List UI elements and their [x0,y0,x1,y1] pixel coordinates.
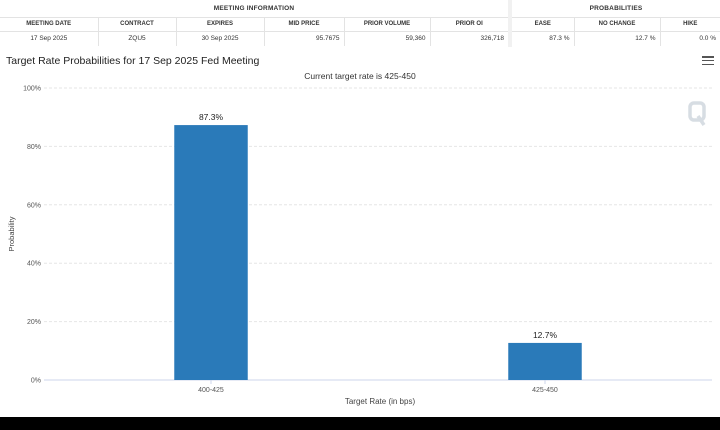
bar-425-450[interactable] [508,342,582,380]
header-expires: EXPIRES [176,18,265,32]
no-change-value: 12.7 % [574,31,661,46]
expires-value: 30 Sep 2025 [176,31,265,46]
probabilities-table: PROBABILITIES EASE NO CHANGE HIKE 87.3 %… [512,0,720,47]
x-tick-label: 400-425 [198,387,224,394]
mid-price-value: 95.7675 [264,31,345,46]
chart-subtitle: Current target rate is 425-450 [304,71,416,81]
header-prior-volume: PRIOR VOLUME [344,18,431,32]
contract-value: ZQU5 [98,31,177,46]
header-contract: CONTRACT [98,18,177,32]
grid-lines [44,87,712,381]
header-prior-oi: PRIOR OI [430,18,508,32]
bar-400-425[interactable] [174,125,248,380]
y-tick-label: 60% [27,202,41,209]
hamburger-menu-icon[interactable] [702,56,714,66]
prior-volume-value: 59,360 [344,31,431,46]
x-axis-label: Target Rate (in bps) [345,397,416,406]
prior-oi-value: 326,718 [480,35,505,42]
x-axis-ticks: 400-425 425-450 [198,380,558,394]
header-ease: EASE [512,18,575,32]
table-row: 17 Sep 2025 ZQU5 30 Sep 2025 95.7675 59,… [0,31,508,46]
table-divider [508,0,512,47]
y-tick-label: 20% [27,319,41,326]
probabilities-heading: PROBABILITIES [512,0,720,18]
table-row: 87.3 % 12.7 % 0.0 % [512,31,720,46]
bar-chart: Current target rate is 425-450 0% 20% 40% 6… [7,71,712,406]
y-axis-ticks: 0% 20% 40% 60% 80% 100% [23,86,41,385]
y-tick-label: 100% [23,86,41,93]
ease-value: 87.3 % [512,31,575,46]
hike-value: 0.0 % [699,35,716,42]
header-mid-price: MID PRICE [264,18,345,32]
bars: 87.3% 12.7% [174,112,582,380]
data-label: 12.7% [533,330,558,340]
x-tick-label: 425-450 [532,387,558,394]
meeting-information-heading: MEETING INFORMATION [0,0,508,18]
chart-title: Target Rate Probabilities for 17 Sep 202… [6,55,260,67]
y-tick-label: 40% [27,261,41,268]
meeting-information-table: MEETING INFORMATION MEETING DATE CONTRAC… [0,0,508,47]
data-label: 87.3% [199,112,224,122]
header-hike: HIKE [660,18,720,32]
y-tick-label: 0% [31,378,41,385]
quikstrike-logo-icon [688,101,706,126]
fedwatch-panel: MEETING INFORMATION MEETING DATE CONTRAC… [0,0,720,417]
header-meeting-date: MEETING DATE [0,18,99,32]
y-tick-label: 80% [27,144,41,151]
meeting-date-value: 17 Sep 2025 [0,31,99,46]
header-no-change: NO CHANGE [574,18,661,32]
y-axis-label: Probability [7,216,16,251]
